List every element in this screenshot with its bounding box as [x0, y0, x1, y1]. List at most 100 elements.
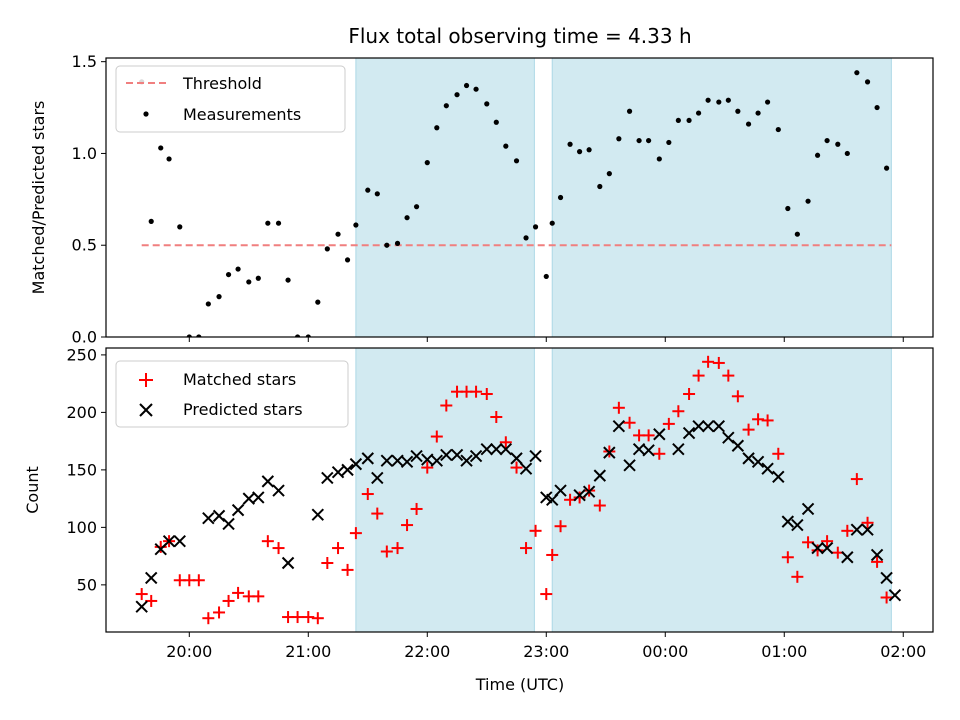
ratio-panel-axes: 0.0 0.5 1.0 1.5 — [72, 52, 904, 347]
predicted-stars-point — [692, 419, 705, 433]
predicted-stars-point — [582, 485, 596, 498]
predicted-stars-point — [440, 448, 453, 462]
predicted-stars-point — [341, 463, 354, 477]
matched-stars-point — [480, 387, 493, 400]
measurement-point — [424, 160, 430, 166]
y-tick-label: 50 — [77, 575, 97, 594]
matched-stars-point — [683, 387, 696, 400]
measurement-point — [335, 231, 341, 237]
matched-stars-point — [573, 491, 586, 504]
measurement-point — [404, 215, 410, 221]
matched-stars-point — [222, 594, 235, 607]
predicted-stars-point — [603, 446, 616, 459]
predicted-stars-point — [380, 454, 394, 467]
counts-panel-shaded-intervals — [355, 347, 892, 633]
measurement-point — [454, 92, 460, 98]
predicted-stars-point — [712, 419, 726, 433]
measurement-point — [503, 143, 509, 149]
matched-stars-point — [880, 591, 893, 604]
predicted-stars-point — [861, 523, 874, 536]
predicted-stars-point — [791, 518, 804, 532]
matched-stars-point — [702, 355, 715, 368]
matched-stars-point — [742, 423, 755, 436]
counts-panel: 20:00 21:00 22:00 23:00 00:00 01:00 02:00 50 100… — [23, 345, 934, 694]
counts-panel-ylabel: Count — [23, 466, 42, 514]
predicted-stars-point — [781, 515, 795, 528]
measurement-point — [324, 246, 330, 252]
matched-stars-point — [145, 594, 158, 607]
predicted-stars-point — [642, 444, 655, 457]
counts-panel-frame — [105, 347, 934, 633]
ratio-panel: 0.0 0.5 1.0 1.5 Matched/Predicted stars Thr… — [29, 52, 934, 347]
predicted-stars-point — [841, 551, 854, 564]
matched-stars-point — [731, 390, 744, 403]
predicted-stars-point — [742, 452, 755, 465]
x-tick-label: 20:00 — [166, 642, 212, 661]
matched-stars-point — [811, 544, 824, 557]
predicted-stars-point — [593, 469, 607, 482]
matched-stars-point — [692, 369, 705, 382]
y-tick-label: 0.0 — [72, 328, 97, 347]
measurement-point — [824, 137, 830, 144]
matched-stars-point — [540, 588, 553, 601]
predicted-stars-point — [499, 442, 513, 456]
predicted-stars-point — [371, 471, 384, 485]
matched-stars-point — [490, 410, 503, 423]
matched-stars-point — [781, 551, 794, 564]
predicted-stars-point — [761, 462, 774, 475]
matched-stars-point — [752, 413, 765, 426]
ratio-panel-ylabel: Matched/Predicted stars — [29, 101, 48, 295]
matched-stars-point — [341, 563, 354, 576]
predicted-stars-point — [653, 428, 666, 441]
predicted-stars-point — [870, 548, 884, 562]
measurement-point — [549, 220, 555, 226]
y-tick-label: 1.0 — [72, 144, 97, 163]
measurement-point — [543, 273, 549, 280]
matched-stars-point — [850, 473, 863, 486]
measurement-point — [765, 99, 771, 105]
measurement-point — [246, 279, 252, 285]
measurement-point — [606, 171, 612, 177]
ratio-legend: Threshold Measurements — [115, 65, 346, 133]
matched-stars-point — [841, 524, 854, 537]
matched-stars-point — [410, 502, 423, 515]
x-tick-label: 02:00 — [880, 642, 926, 661]
measurement-point — [493, 119, 499, 125]
measurement-point — [597, 183, 603, 190]
measurement-point — [225, 271, 232, 278]
chart-title: Flux total observing time = 4.33 h — [348, 24, 691, 48]
predicted-stars-point — [731, 439, 745, 452]
measurement-point — [148, 218, 154, 224]
measurement-point — [434, 125, 440, 131]
y-tick-label: 0.5 — [72, 236, 97, 255]
matched-stars-point — [232, 586, 245, 599]
measurement-point — [265, 220, 271, 226]
measurement-point — [666, 139, 672, 146]
matched-stars-point — [642, 429, 655, 442]
x-axis-label: Time (UTC) — [475, 675, 564, 694]
measurement-point — [216, 294, 222, 300]
predicted-stars-point — [850, 523, 864, 536]
matched-stars-point — [332, 542, 345, 555]
measurement-point — [576, 149, 583, 155]
legend-measurements-marker — [143, 111, 149, 117]
measurement-point — [158, 145, 164, 151]
matched-stars-point — [291, 611, 304, 624]
matched-stars-point — [593, 499, 606, 512]
measurement-point — [716, 99, 722, 105]
shaded-interval — [551, 57, 892, 338]
predicted-stars-point — [801, 502, 815, 516]
ratio-panel-shaded-intervals — [355, 57, 892, 338]
measurement-point — [557, 194, 564, 201]
measurement-point — [484, 101, 490, 107]
measurement-point — [646, 137, 652, 144]
measurement-point — [374, 191, 380, 197]
predicted-stars-point — [510, 452, 523, 465]
counts-panel-axes: 20:00 21:00 22:00 23:00 00:00 01:00 02:00 50 100… — [66, 345, 926, 661]
measurement-point — [805, 198, 811, 204]
y-tick-label: 150 — [66, 460, 97, 479]
matched-stars-point — [653, 447, 666, 460]
measurement-point — [755, 110, 761, 116]
predicted-stars-point — [430, 454, 444, 467]
legend-matched-label: Matched stars — [183, 370, 296, 389]
